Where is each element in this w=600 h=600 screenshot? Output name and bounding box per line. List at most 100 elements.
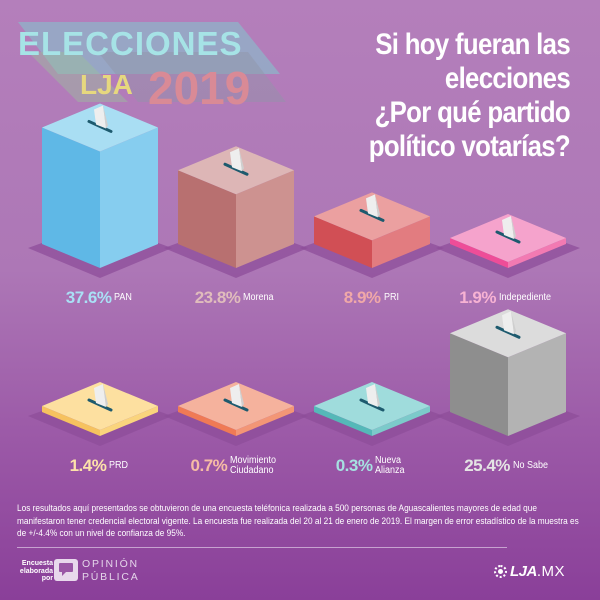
ballot-slot (87, 398, 113, 412)
ballot-paper-edge (239, 384, 244, 407)
ballot-paper-edge (511, 311, 516, 335)
box-left-face (450, 333, 508, 436)
brand-extrusion (18, 22, 286, 102)
data-label-name: PAN (114, 292, 133, 303)
data-label: 1.9% Indepediente (459, 288, 557, 308)
ballot-paper-edge (511, 216, 516, 239)
credit-line: por (41, 575, 53, 582)
box-left-face (42, 127, 100, 268)
pollster-logo: OPINIÓN PÚBLICA (82, 558, 140, 584)
box-right-face (508, 333, 566, 436)
data-label-name-line: Ciudadano (230, 465, 274, 476)
data-label: 0.7% Movimiento Ciudadano (191, 456, 282, 476)
ballot-paper (94, 105, 106, 129)
data-label: 0.3% Nueva Alianza (336, 456, 409, 476)
title-line: elecciones (444, 62, 571, 95)
ballot-paper (502, 311, 514, 335)
data-label: 8.9% PRI (344, 288, 400, 308)
ballot-box-movimiento-ciudadano (164, 382, 308, 446)
site-logo-bold: LJA (510, 563, 537, 580)
title-line: político votarías? (368, 130, 571, 163)
data-label-name-line: Nueva (375, 455, 402, 466)
credit-line: Encuesta (21, 560, 53, 567)
ballot-slot (223, 162, 249, 176)
page-title: Si hoy fueran las elecciones ¿Por qué pa… (368, 28, 571, 164)
ballot-paper-edge (375, 384, 380, 407)
ballot-paper (230, 384, 242, 407)
ballot-box-morena (164, 146, 308, 278)
box-right-face (236, 170, 294, 268)
data-label-value: 37.6% (65, 288, 112, 307)
box-left-face (314, 216, 372, 268)
data-label: 23.8% Morena (195, 288, 278, 308)
footer-divider (17, 547, 507, 548)
ballot-paper-edge (239, 148, 244, 172)
ballot-paper (502, 216, 514, 239)
data-label: 1.4% PRD (70, 456, 131, 476)
title-line: Si hoy fueran las (375, 28, 570, 61)
box-left-face (314, 406, 372, 436)
speech-bubble-icon (54, 559, 78, 581)
ballot-slot (87, 119, 113, 133)
ballot-box-pan (28, 103, 172, 278)
ballot-box-indepediente (436, 214, 580, 278)
box-left-face (178, 406, 236, 436)
ballot-paper-edge (103, 105, 108, 129)
data-label-value: 0.3% (335, 456, 373, 475)
data-label-name: No Sabe (512, 460, 548, 471)
box-right-face (236, 406, 294, 436)
box-right-face (372, 216, 430, 268)
ballot-slot (495, 230, 521, 244)
ballot-slot (495, 325, 521, 339)
box-right-face (372, 406, 430, 436)
data-label-name: PRD (109, 460, 129, 471)
data-label-name: PRI (383, 292, 399, 303)
site-logo-thin: .MX (536, 563, 566, 580)
ballot-paper (366, 384, 378, 407)
data-label-name: Movimiento Ciudadano (230, 456, 276, 476)
ballot-slot (359, 208, 385, 222)
ballot-paper (230, 148, 242, 172)
site-logo: LJA .MX (494, 563, 565, 580)
ballot-paper-edge (103, 384, 108, 407)
data-label: 25.4% No Sabe (464, 456, 552, 476)
data-label-value: 23.8% (194, 288, 241, 307)
data-label-name-line: Alianza (375, 465, 405, 476)
credit-text: Encuesta elaborada por (17, 560, 53, 583)
ballot-box-no-sabe (436, 309, 580, 446)
ballot-paper (94, 384, 106, 407)
title-line: ¿Por qué partido (374, 96, 571, 129)
data-label-value: 1.4% (69, 456, 107, 475)
ballot-box-prd (28, 382, 172, 446)
data-label-value: 8.9% (343, 288, 381, 307)
ballot-paper-edge (375, 194, 380, 218)
methodology-note: Los resultados aquí presentados se obtuv… (17, 503, 579, 538)
ballot-box-pri (300, 192, 444, 278)
pollster-line: OPINIÓN (82, 558, 139, 570)
box-right-face (100, 127, 158, 268)
box-left-face (178, 170, 236, 268)
data-label: 37.6% PAN (66, 288, 135, 308)
data-label-name: Morena (243, 292, 274, 303)
ballot-paper (366, 194, 378, 218)
data-label-value: 25.4% (464, 456, 510, 475)
sun-icon (494, 565, 507, 578)
brand-elecciones: ELECCIONES (18, 25, 243, 62)
ballot-box-nueva-alianza (300, 382, 444, 446)
ballot-slot (223, 398, 249, 412)
data-label-value: 0.7% (190, 456, 228, 475)
data-label-name: Nueva Alianza (375, 456, 405, 476)
data-label-name: Indepediente (498, 292, 552, 303)
data-label-value: 1.9% (459, 288, 496, 307)
box-right-face (100, 406, 158, 436)
brand-year: 2019 (148, 62, 250, 114)
ballot-slot (359, 398, 385, 412)
box-left-face (450, 238, 508, 268)
brand-lja: LJA (80, 69, 133, 100)
data-label-name-line: Movimiento (230, 455, 277, 466)
pollster-line: PÚBLICA (82, 571, 140, 583)
box-right-face (508, 238, 566, 268)
credit-line: elaborada (19, 567, 53, 575)
